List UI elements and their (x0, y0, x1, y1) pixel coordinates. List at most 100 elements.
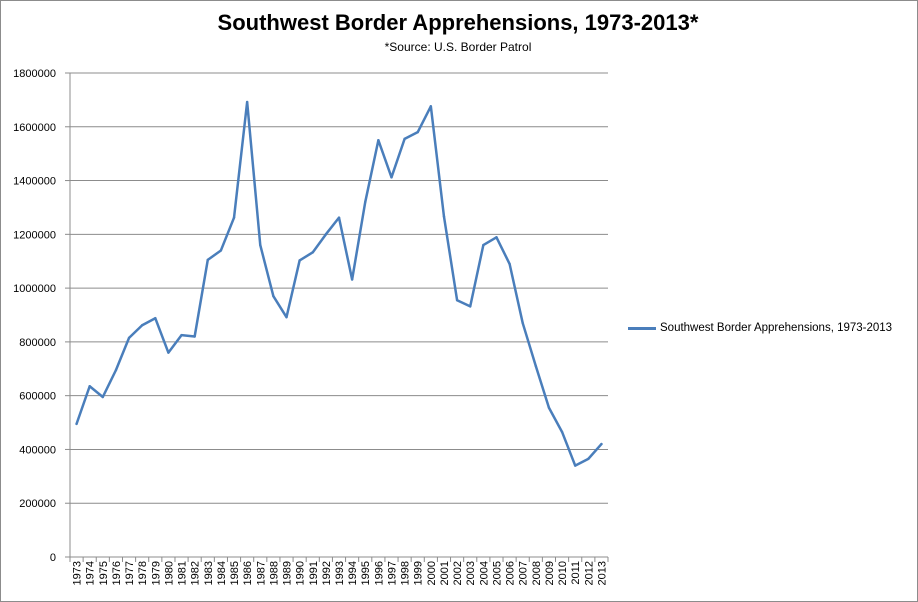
x-tick-label: 1995 (360, 561, 372, 585)
series-line (75, 100, 603, 467)
data-point (154, 317, 157, 320)
data-point (573, 464, 577, 467)
x-tick-label: 2004 (478, 561, 490, 585)
data-point (311, 251, 314, 254)
x-tick-label: 1991 (308, 561, 320, 585)
x-tick-label: 2001 (439, 561, 451, 585)
y-tick-label: 1400000 (13, 176, 56, 188)
data-point (587, 457, 590, 461)
x-tick-label: 1984 (216, 561, 228, 585)
data-point (364, 200, 367, 204)
x-tick-label: 1979 (150, 561, 162, 585)
x-tick-label: 1973 (72, 561, 84, 585)
y-tick-label: 1600000 (13, 122, 56, 134)
data-point (114, 368, 118, 372)
legend-swatch (628, 326, 656, 330)
x-tick-label: 1993 (334, 561, 346, 585)
x-tick-label: 2002 (452, 561, 464, 585)
data-point (324, 233, 328, 236)
data-point (482, 243, 485, 247)
data-point (245, 100, 249, 104)
x-tick-label: 2010 (557, 561, 569, 585)
y-tick-label: 1800000 (13, 68, 56, 80)
data-point (403, 137, 406, 141)
data-point (272, 294, 275, 298)
x-tick-label: 2005 (491, 561, 503, 585)
x-tick-label: 2011 (570, 561, 582, 585)
x-tick-label: 1989 (282, 561, 294, 585)
legend: Southwest Border Apprehensions, 1973-201… (628, 322, 892, 334)
x-tick-label: 1978 (137, 561, 149, 585)
x-tick-label: 1974 (85, 561, 97, 585)
data-point (547, 406, 551, 409)
x-tick-label: 1988 (268, 561, 280, 585)
x-tick-label: 1982 (190, 561, 202, 585)
x-tick-label: 1994 (347, 561, 359, 585)
data-point (600, 442, 603, 446)
data-point (219, 249, 223, 252)
data-point (140, 324, 144, 327)
data-point (127, 336, 131, 340)
y-tick-label: 800000 (19, 337, 56, 349)
data-point (495, 236, 498, 239)
x-tick-label: 2000 (426, 561, 438, 585)
x-tick-label: 2008 (531, 561, 543, 585)
x-tick-label: 2003 (465, 561, 477, 585)
data-point (416, 130, 419, 134)
data-point (560, 430, 564, 434)
x-tick-label: 2012 (583, 561, 595, 585)
data-point (75, 422, 78, 426)
data-point (429, 105, 433, 108)
y-tick-label: 1000000 (13, 283, 56, 295)
data-point (298, 259, 301, 262)
x-tick-label: 1992 (321, 561, 333, 585)
data-point (232, 216, 236, 219)
data-point (442, 215, 446, 218)
x-tick-label: 1986 (242, 561, 254, 585)
x-tick-label: 2006 (505, 561, 517, 585)
y-tick-label: 600000 (19, 391, 56, 403)
data-point (534, 364, 538, 368)
data-point (377, 139, 380, 142)
data-point (167, 351, 170, 354)
data-point (337, 216, 341, 219)
y-axis-tick-labels: 0 200000 400000 600000 800000 1000000 1200000 1… (13, 68, 56, 564)
data-point (206, 258, 209, 262)
data-point (469, 305, 472, 308)
legend-label: Southwest Border Apprehensions, 1973-201… (660, 322, 893, 334)
x-tick-label: 1981 (177, 561, 189, 585)
chart-subtitle: *Source: U.S. Border Patrol (384, 40, 532, 54)
data-point (259, 243, 262, 247)
data-point (88, 385, 91, 388)
series-lines (75, 100, 603, 467)
x-tick-label: 1985 (229, 561, 241, 585)
x-tick-label: 1987 (255, 561, 267, 585)
data-point (390, 176, 393, 179)
x-tick-label: 1975 (98, 561, 110, 585)
x-tick-label: 1996 (373, 561, 385, 585)
gridlines (70, 72, 608, 504)
x-tick-label: 2013 (596, 561, 608, 585)
x-tick-label: 1999 (413, 561, 425, 585)
data-point (521, 321, 524, 325)
axes (65, 72, 609, 562)
x-tick-label: 1980 (163, 561, 175, 585)
x-tick-label: 1983 (203, 561, 215, 585)
y-tick-label: 1200000 (13, 229, 56, 241)
x-axis-tick-labels: 1973 1974 1975 1976 1977 1978 1979 1980 1981 1982… (72, 561, 609, 585)
x-tick-label: 1977 (124, 561, 136, 585)
y-tick-label: 400000 (19, 444, 56, 456)
y-tick-label: 0 (50, 552, 56, 564)
x-tick-label: 1997 (386, 561, 398, 585)
x-tick-label: 1976 (111, 561, 123, 585)
chart-title: Southwest Border Apprehensions, 1973-201… (217, 10, 699, 35)
x-tick-label: 2007 (518, 561, 530, 585)
data-point (101, 395, 105, 399)
data-point (455, 299, 459, 302)
y-tick-label: 200000 (19, 498, 56, 510)
data-point (180, 333, 183, 337)
data-point (285, 315, 288, 319)
x-tick-label: 1990 (295, 561, 307, 585)
data-point (350, 278, 354, 281)
